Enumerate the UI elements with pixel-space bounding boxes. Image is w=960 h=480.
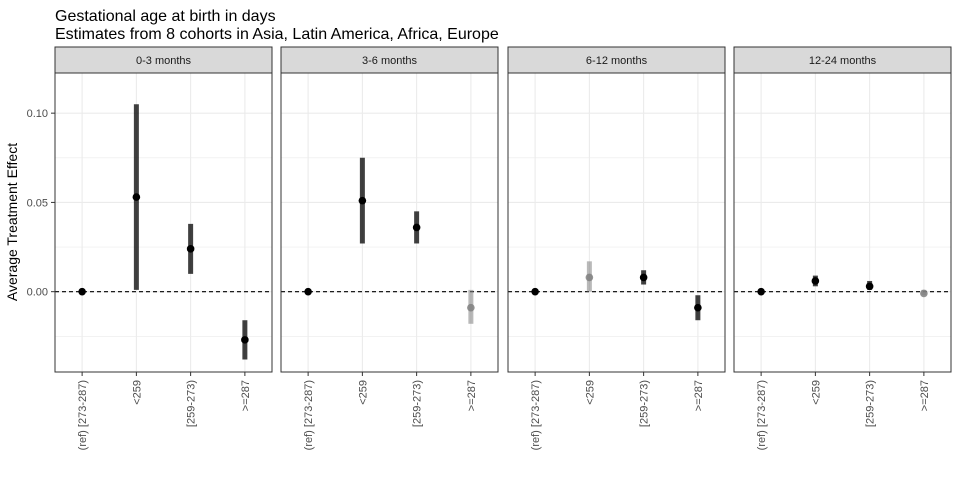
x-tick-label: >=287 — [919, 380, 931, 411]
x-tick-label: [259-273) — [865, 380, 877, 427]
x-tick-label: >=287 — [466, 380, 478, 411]
facet-strip-label: 12-24 months — [809, 55, 877, 67]
x-tick-label: [259-273) — [186, 380, 198, 427]
estimate-point — [531, 287, 539, 296]
panel-border — [280, 72, 499, 373]
x-tick-label: >=287 — [240, 380, 252, 411]
x-tick-label: (ref) [273-287) — [530, 380, 542, 450]
y-tick-label: 0.05 — [27, 197, 48, 209]
estimate-point — [412, 223, 421, 232]
facet-strip-label: 3-6 months — [362, 55, 418, 67]
y-tick-label: 0.00 — [27, 287, 48, 299]
x-tick-label: (ref) [273-287) — [303, 380, 315, 450]
x-tick-label: (ref) [273-287) — [77, 380, 89, 450]
x-tick-label: >=287 — [693, 380, 705, 411]
estimate-point — [920, 289, 928, 298]
x-tick-label: [259-273) — [412, 380, 424, 427]
estimate-point — [811, 277, 820, 285]
y-axis-label: Average Treatment Effect — [4, 143, 20, 301]
estimate-point — [585, 273, 594, 282]
facet-panel: 12-24 months (ref) [273-287) <259 [259-273)… — [733, 46, 952, 450]
estimate-point — [358, 196, 367, 205]
x-tick-label: [259-273) — [639, 380, 651, 427]
y-tick-label: 0.10 — [27, 108, 48, 120]
facet-panel: 6-12 months (ref) [273-287) <259 [259-273) >… — [507, 46, 726, 450]
estimate-point — [757, 287, 765, 296]
panel-background — [55, 73, 272, 372]
panel-border — [733, 72, 952, 373]
estimate-point — [304, 287, 312, 296]
facet-panel: 3-6 months (ref) [273-287) <259 [259-273) >=… — [280, 46, 499, 450]
x-tick-label: <259 — [810, 380, 822, 405]
facet-strip — [54, 46, 273, 74]
chart-subtitle: Estimates from 8 cohorts in Asia, Latin … — [55, 26, 499, 43]
panel-border — [507, 72, 726, 373]
facet-strip — [733, 46, 952, 74]
estimate-point — [132, 193, 141, 201]
estimate-point — [467, 303, 475, 312]
chart-title: Gestational age at birth in days — [55, 8, 276, 25]
estimate-point — [639, 273, 648, 282]
estimate-point — [186, 245, 195, 253]
facet-strip-label: 0-3 months — [136, 55, 192, 67]
panel-border — [54, 72, 273, 373]
panel-background — [281, 73, 498, 372]
x-tick-label: (ref) [273-287) — [756, 380, 768, 450]
x-tick-label: <259 — [357, 380, 369, 405]
estimate-point — [865, 282, 874, 291]
estimate-point — [78, 287, 86, 296]
facet-panel: 0-3 months (ref) [273-287) <259 [259-273) >=… — [54, 46, 273, 450]
estimate-point — [694, 303, 702, 312]
facet-strip — [507, 46, 726, 74]
panel-background — [734, 73, 951, 372]
x-tick-label: <259 — [584, 380, 596, 405]
x-tick-label: <259 — [131, 380, 143, 405]
facet-panels: 0.00 0.05 0.10 0-3 months (ref) [273-287) <25… — [27, 46, 952, 450]
estimate-point — [241, 336, 249, 344]
facet-strip-label: 6-12 months — [586, 55, 648, 67]
panel-background — [508, 73, 725, 372]
